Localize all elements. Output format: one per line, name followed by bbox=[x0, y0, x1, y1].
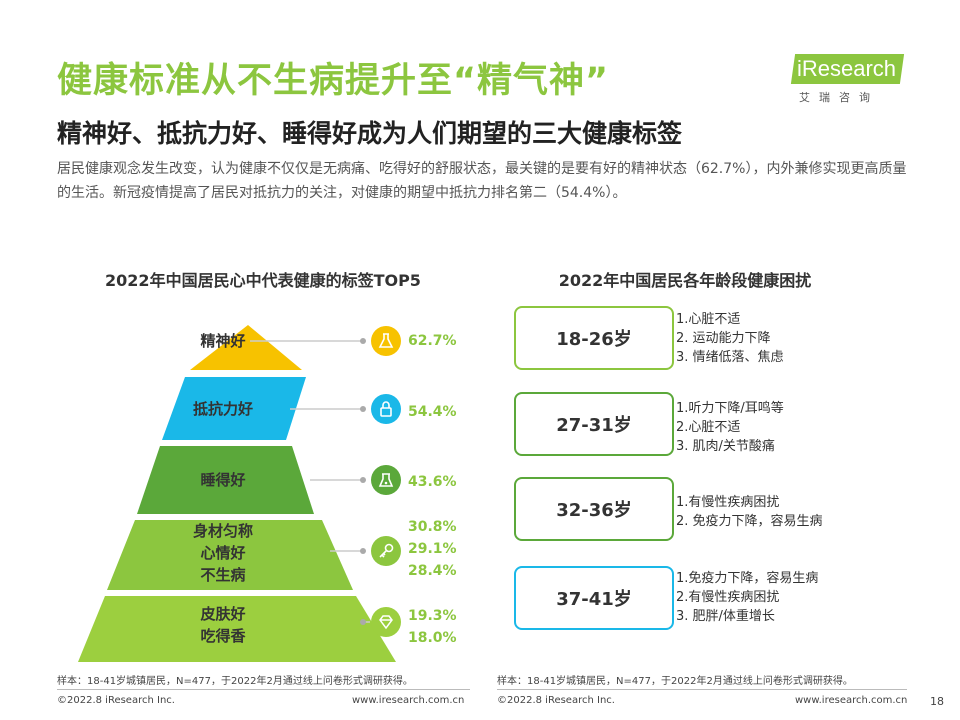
right-sample-note: 样本：18-41岁城镇居民，N=477，于2022年2月通过线上问卷形式调研获得… bbox=[497, 676, 853, 687]
right-website: www.iresearch.com.cn bbox=[795, 695, 908, 706]
issue-item: 2.有慢性疾病困扰 bbox=[676, 590, 780, 605]
age-group-box: 32-36岁 bbox=[514, 477, 674, 541]
left-footer-divider bbox=[57, 689, 470, 690]
right-footer-divider bbox=[497, 689, 907, 690]
issue-item: 2. 运动能力下降 bbox=[676, 331, 771, 346]
age-group-box: 37-41岁 bbox=[514, 566, 674, 630]
tier-label: 吃得香 bbox=[200, 627, 246, 645]
logo-brand: iResearch bbox=[790, 54, 905, 84]
age-group-issues: 1.心脏不适 2. 运动能力下降 3. 情绪低落、焦虑 bbox=[676, 310, 784, 367]
page-subtitle: 精神好、抵抗力好、睡得好成为人们期望的三大健康标签 bbox=[57, 119, 683, 148]
tier-2-labels: 抵抗力好 bbox=[163, 398, 283, 420]
tier-5-labels: 皮肤好 吃得香 bbox=[163, 603, 283, 647]
tier-label: 抵抗力好 bbox=[192, 400, 253, 418]
tier-label: 身材匀称 bbox=[192, 522, 253, 540]
tier-3-labels: 睡得好 bbox=[163, 469, 283, 491]
tier-value: 18.0% bbox=[408, 630, 457, 646]
tier-label: 不生病 bbox=[200, 566, 246, 584]
tier-value: 19.3% bbox=[408, 608, 457, 624]
leader-dot bbox=[360, 406, 366, 412]
issue-item: 1.心脏不适 bbox=[676, 312, 741, 327]
left-sample-note: 样本：18-41岁城镇居民，N=477，于2022年2月通过线上问卷形式调研获得… bbox=[57, 676, 413, 687]
age-group-issues: 1.听力下降/耳鸣等 2.心脏不适 3. 肌肉/关节酸痛 bbox=[676, 399, 784, 456]
leader-dot bbox=[360, 548, 366, 554]
lock-icon bbox=[371, 394, 401, 424]
flask-icon bbox=[371, 326, 401, 356]
tier-value: 30.8% bbox=[408, 519, 457, 535]
issue-item: 1.听力下降/耳鸣等 bbox=[676, 401, 784, 416]
leader-dot bbox=[360, 477, 366, 483]
tier-label: 睡得好 bbox=[200, 471, 246, 489]
beaker-icon bbox=[371, 465, 401, 495]
leader-dot bbox=[360, 338, 366, 344]
tier-label: 心情好 bbox=[200, 544, 246, 562]
page-title: 健康标准从不生病提升至“精气神” bbox=[57, 61, 610, 101]
issue-item: 1.免疫力下降，容易生病 bbox=[676, 571, 819, 586]
tier-5-values: 19.3% 18.0% bbox=[408, 605, 457, 649]
age-group-issues: 1.有慢性疾病困扰 2. 免疫力下降，容易生病 bbox=[676, 493, 823, 531]
leader-dot bbox=[360, 619, 366, 625]
age-group-box: 18-26岁 bbox=[514, 306, 674, 370]
left-website: www.iresearch.com.cn bbox=[352, 695, 465, 706]
tier-4-values: 30.8% 29.1% 28.4% bbox=[408, 516, 457, 582]
tier-4-labels: 身材匀称 心情好 不生病 bbox=[163, 520, 283, 586]
tier-3-values: 43.6% bbox=[408, 471, 457, 493]
left-chart-title: 2022年中国居民心中代表健康的标签TOP5 bbox=[105, 271, 421, 290]
key-icon bbox=[371, 536, 401, 566]
left-copyright: ©2022.8 iResearch Inc. bbox=[57, 695, 175, 706]
tier-value: 29.1% bbox=[408, 541, 457, 557]
tier-value: 43.6% bbox=[408, 474, 457, 490]
issue-item: 1.有慢性疾病困扰 bbox=[676, 495, 780, 510]
right-copyright: ©2022.8 iResearch Inc. bbox=[497, 695, 615, 706]
page-number: 18 bbox=[930, 695, 944, 708]
tier-1-values: 62.7% bbox=[408, 330, 457, 352]
page-description: 居民健康观念发生改变，认为健康不仅仅是无病痛、吃得好的舒服状态，最关键的是要有好… bbox=[57, 161, 907, 201]
tier-2-values: 54.4% bbox=[408, 401, 457, 423]
age-group-box: 27-31岁 bbox=[514, 392, 674, 456]
tier-value: 62.7% bbox=[408, 333, 457, 349]
tier-value: 28.4% bbox=[408, 563, 457, 579]
iresearch-logo: iResearch 艾瑞咨询 bbox=[790, 52, 911, 110]
tier-value: 54.4% bbox=[408, 404, 457, 420]
issue-item: 2.心脏不适 bbox=[676, 420, 741, 435]
diamond-icon bbox=[371, 607, 401, 637]
logo-cn-text: 艾瑞咨询 bbox=[799, 91, 879, 104]
issue-item: 3. 情绪低落、焦虑 bbox=[676, 350, 784, 365]
issue-item: 3. 肥胖/体重增长 bbox=[676, 609, 775, 624]
tier-label: 精神好 bbox=[200, 332, 246, 350]
right-panel-title: 2022年中国居民各年龄段健康困扰 bbox=[558, 271, 812, 290]
issue-item: 3. 肌肉/关节酸痛 bbox=[676, 439, 775, 454]
age-group-issues: 1.免疫力下降，容易生病 2.有慢性疾病困扰 3. 肥胖/体重增长 bbox=[676, 569, 818, 626]
tier-label: 皮肤好 bbox=[200, 605, 246, 623]
issue-item: 2. 免疫力下降，容易生病 bbox=[676, 514, 823, 529]
tier-1-labels: 精神好 bbox=[163, 330, 283, 352]
